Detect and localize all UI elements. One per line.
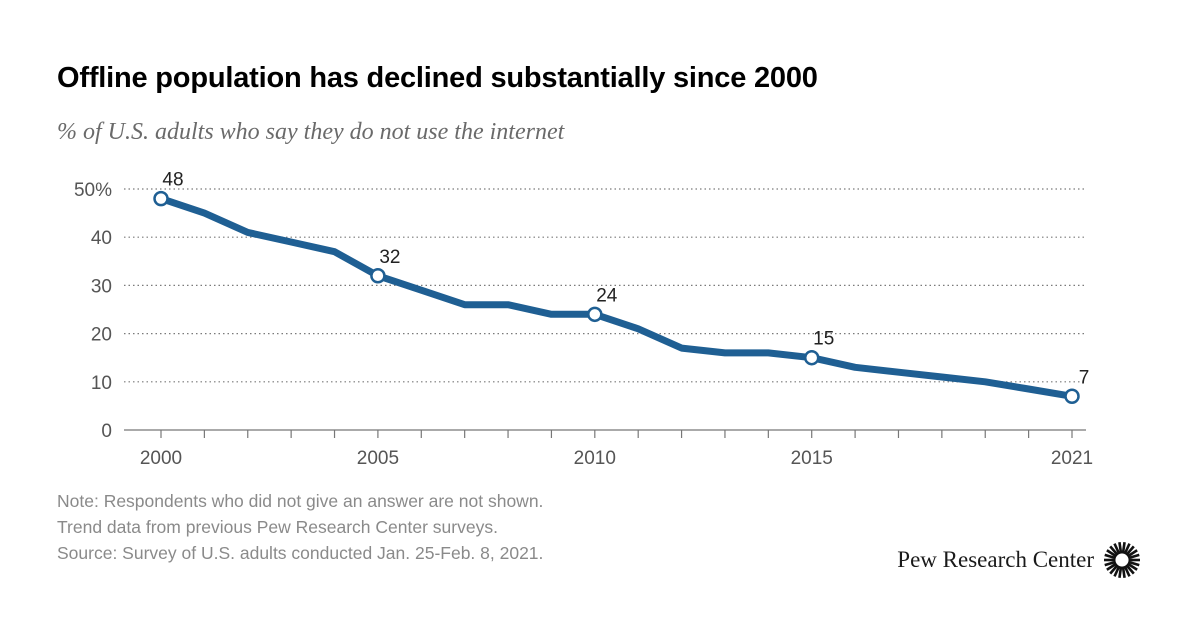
data-label: 48: [162, 170, 183, 191]
y-axis: 0 10 20 30 40 50%: [74, 180, 112, 442]
brand: Pew Research Center: [897, 540, 1142, 580]
data-label: 15: [813, 329, 834, 350]
chart-title: Offline population has declined substant…: [57, 62, 818, 94]
data-point-marker: [370, 268, 386, 284]
x-tick-label: 2010: [574, 448, 616, 469]
data-point-marker: [587, 306, 603, 323]
x-tick-label: 2005: [357, 448, 399, 469]
x-axis: 2000 2005 2010 2015 2021: [124, 429, 1093, 469]
note-line-trend: Trend data from previous Pew Research Ce…: [57, 517, 498, 537]
x-tick-label: 2000: [140, 448, 182, 469]
y-tick-label: 30: [91, 276, 112, 297]
brand-name: Pew Research Center: [897, 547, 1094, 572]
y-tick-label: 20: [91, 325, 112, 346]
series-group: [157, 195, 1076, 400]
data-point-marker: [803, 349, 820, 366]
pew-starburst-icon: [1104, 541, 1140, 579]
note-line-source: Source: Survey of U.S. adults conducted …: [57, 543, 544, 563]
series-line-0: [157, 195, 1076, 400]
data-point-marker: [1064, 388, 1080, 405]
x-tick-label: 2021: [1051, 448, 1093, 469]
data-label: 32: [379, 247, 400, 268]
y-tick-label: 10: [91, 373, 112, 394]
y-tick-label: 50%: [74, 180, 112, 201]
chart-notes: Note: Respondents who did not give an an…: [57, 488, 543, 566]
note-line-respondents: Note: Respondents who did not give an an…: [57, 491, 544, 511]
data-point-marker: [153, 190, 169, 207]
y-tick-label: 0: [101, 421, 112, 442]
gridlines: [124, 188, 1086, 383]
chart-subtitle: % of U.S. adults who say they do not use…: [57, 119, 565, 145]
y-tick-label: 40: [91, 228, 112, 249]
data-labels: 48 32 24 15 7: [153, 170, 1090, 405]
data-label: 7: [1079, 367, 1090, 388]
data-label: 24: [596, 285, 618, 306]
x-tick-label: 2015: [791, 448, 833, 469]
